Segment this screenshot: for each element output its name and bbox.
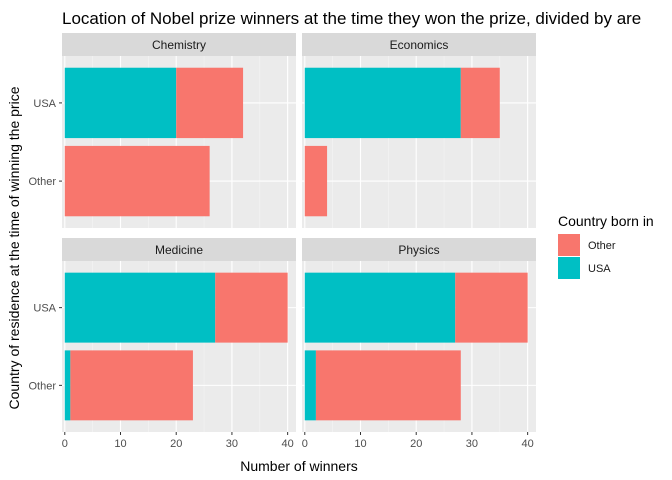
y-tick-label: Other [28, 380, 56, 392]
x-tick-label: 40 [522, 438, 534, 450]
y-tick-label: USA [33, 303, 56, 315]
facet-panel-economics: Economics [302, 33, 536, 228]
facet-strip [62, 33, 296, 56]
facet-panels: Chemistry USA Other Economics Medicine USA Oth… [28, 33, 536, 450]
chart-title: Location of Nobel prize winners at the t… [62, 9, 641, 28]
facet-strip-label: Physics [398, 243, 439, 257]
x-tick-label: 40 [282, 438, 294, 450]
bar-usa-born [304, 350, 316, 421]
legend-key-usa [558, 257, 580, 279]
bar-other-born [304, 145, 328, 217]
y-tick-label: Other [28, 176, 56, 188]
x-tick-label: 20 [410, 438, 422, 450]
x-tick-label: 30 [226, 438, 238, 450]
legend-label: Other [588, 240, 616, 252]
bar-other-born [215, 272, 288, 343]
bar-usa-born [64, 350, 71, 421]
x-axis-label: Number of winners [240, 458, 358, 474]
facet-strip-label: Economics [390, 38, 449, 52]
legend-key-other [558, 234, 580, 256]
legend-label: USA [588, 263, 611, 275]
facet-strip [302, 33, 536, 56]
x-tick-label: 20 [170, 438, 182, 450]
x-tick-label: 10 [114, 438, 126, 450]
x-tick-label: 10 [354, 438, 366, 450]
facet-strip [302, 238, 536, 261]
bar-usa-born [304, 67, 461, 139]
bar-other-born [70, 350, 193, 421]
facet-strip [62, 238, 296, 261]
x-tick-label: 30 [466, 438, 478, 450]
bar-other-born [460, 67, 500, 139]
x-tick-label: 0 [62, 438, 68, 450]
bar-usa-born [304, 272, 456, 343]
facet-strip-label: Medicine [155, 243, 203, 257]
x-tick-label: 0 [302, 438, 308, 450]
legend: Country born in Other USA [558, 213, 654, 279]
bar-other-born [455, 272, 528, 343]
bar-other-born [315, 350, 461, 421]
bar-usa-born [64, 67, 177, 139]
facet-strip-label: Chemistry [152, 38, 206, 52]
facet-panel-medicine: Medicine USA Other 0 10 20 30 40 [28, 238, 296, 450]
y-axis-label: Country of residence at the time of winn… [6, 86, 22, 409]
bar-other-born [64, 145, 210, 217]
bar-other-born [176, 67, 244, 139]
facet-panel-chemistry: Chemistry USA Other [28, 33, 296, 228]
bar-usa-born [64, 272, 216, 343]
legend-title: Country born in [558, 213, 654, 229]
facet-panel-physics: Physics 0 10 20 30 40 [302, 238, 536, 450]
y-tick-label: USA [33, 98, 56, 110]
